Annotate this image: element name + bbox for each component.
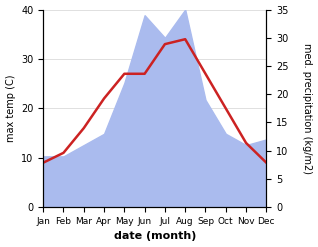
Y-axis label: max temp (C): max temp (C) [5,75,16,142]
Y-axis label: med. precipitation (kg/m2): med. precipitation (kg/m2) [302,43,313,174]
X-axis label: date (month): date (month) [114,231,196,242]
